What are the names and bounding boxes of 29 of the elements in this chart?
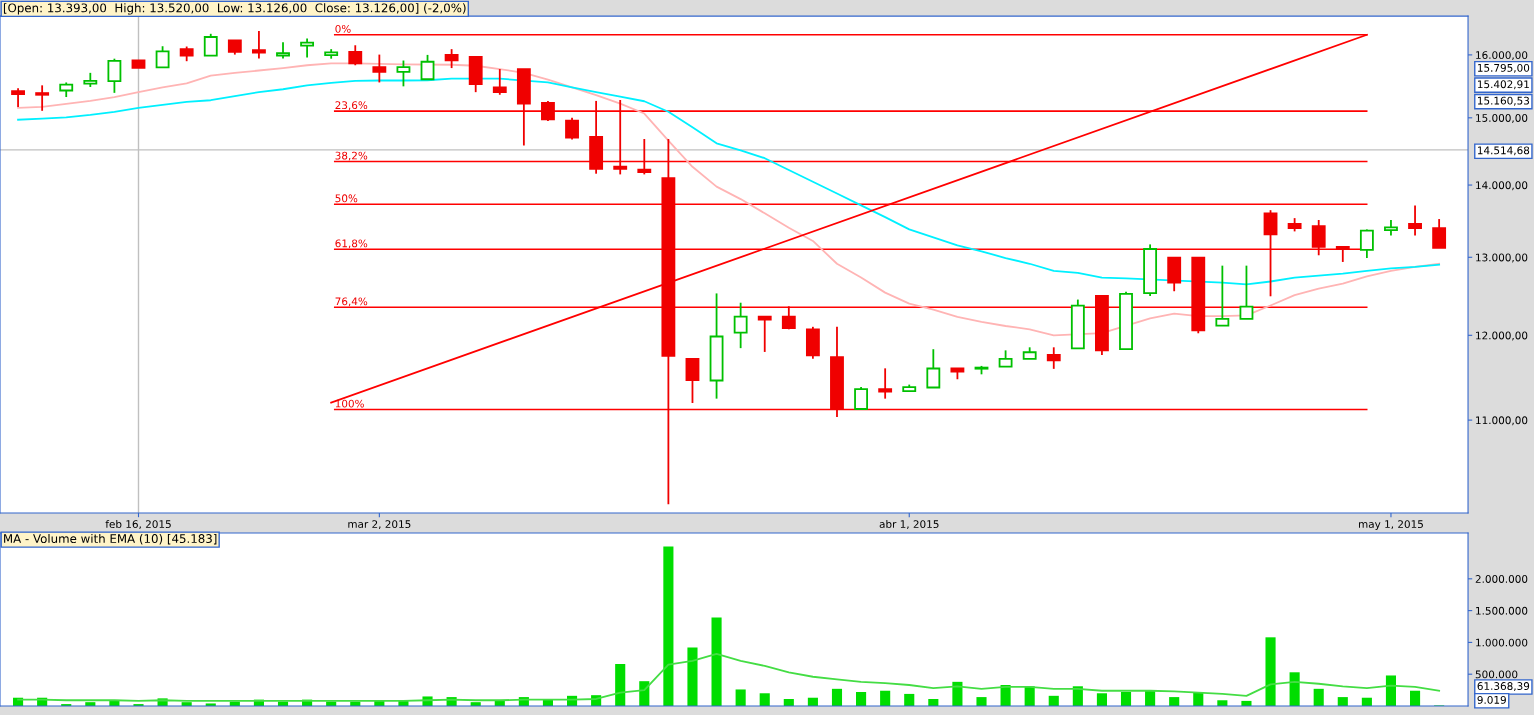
- annotation: 61,8%: [335, 239, 368, 249]
- y-tick-label: 15.000,00: [1476, 114, 1528, 123]
- x-tick-label: feb 16, 2015: [105, 519, 171, 530]
- annotation: 100%: [335, 399, 364, 408]
- y-tick-label: 2.000.000: [1475, 575, 1528, 583]
- chart-title: [Open: 13.393,00 High: 13.520,00 Low: 13.126,00 Close: 13.126,00] (-2,0%): [3, 3, 466, 15]
- text: 61.368,39: [1477, 682, 1530, 692]
- y-tick-label: 1.000.000: [1476, 638, 1528, 647]
- text: 9.019: [1477, 695, 1506, 704]
- y-tick-label: 16.000,00: [1476, 51, 1528, 61]
- y-tick-label: 14.000,00: [1476, 181, 1528, 191]
- y-tick-label: 500.000: [1475, 670, 1518, 679]
- text: 14.514,68: [1477, 146, 1530, 156]
- annotation: 38,2%: [335, 151, 368, 161]
- text: 15.402,91: [1477, 80, 1529, 90]
- text: 15.160,53: [1477, 96, 1530, 106]
- annotation: 23,6%: [335, 101, 368, 111]
- x-tick-label: abr 1, 2015: [879, 519, 939, 530]
- annotation: 0%: [335, 24, 351, 33]
- chart-title: MA - Volume with EMA (10) [45.183]: [4, 533, 217, 545]
- y-tick-label: 1.500.000: [1476, 606, 1528, 615]
- y-tick-label: 13.000,00: [1476, 253, 1528, 263]
- text: 15.795,00: [1477, 63, 1530, 73]
- annotation: 50%: [335, 194, 358, 203]
- x-tick-label: may 1, 2015: [1359, 520, 1423, 531]
- annotation: 76,4%: [335, 297, 368, 307]
- x-tick-label: mar 2, 2015: [348, 520, 411, 530]
- y-tick-label: 11.000,00: [1476, 416, 1528, 426]
- y-tick-label: 12.000,00: [1476, 331, 1528, 341]
